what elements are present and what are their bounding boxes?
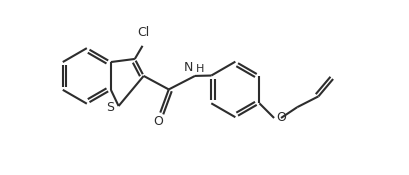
Text: O: O [153,114,163,128]
Text: H: H [196,64,204,74]
Text: S: S [106,102,114,114]
Text: O: O [276,111,286,124]
Text: Cl: Cl [137,26,149,39]
Text: N: N [184,61,193,74]
